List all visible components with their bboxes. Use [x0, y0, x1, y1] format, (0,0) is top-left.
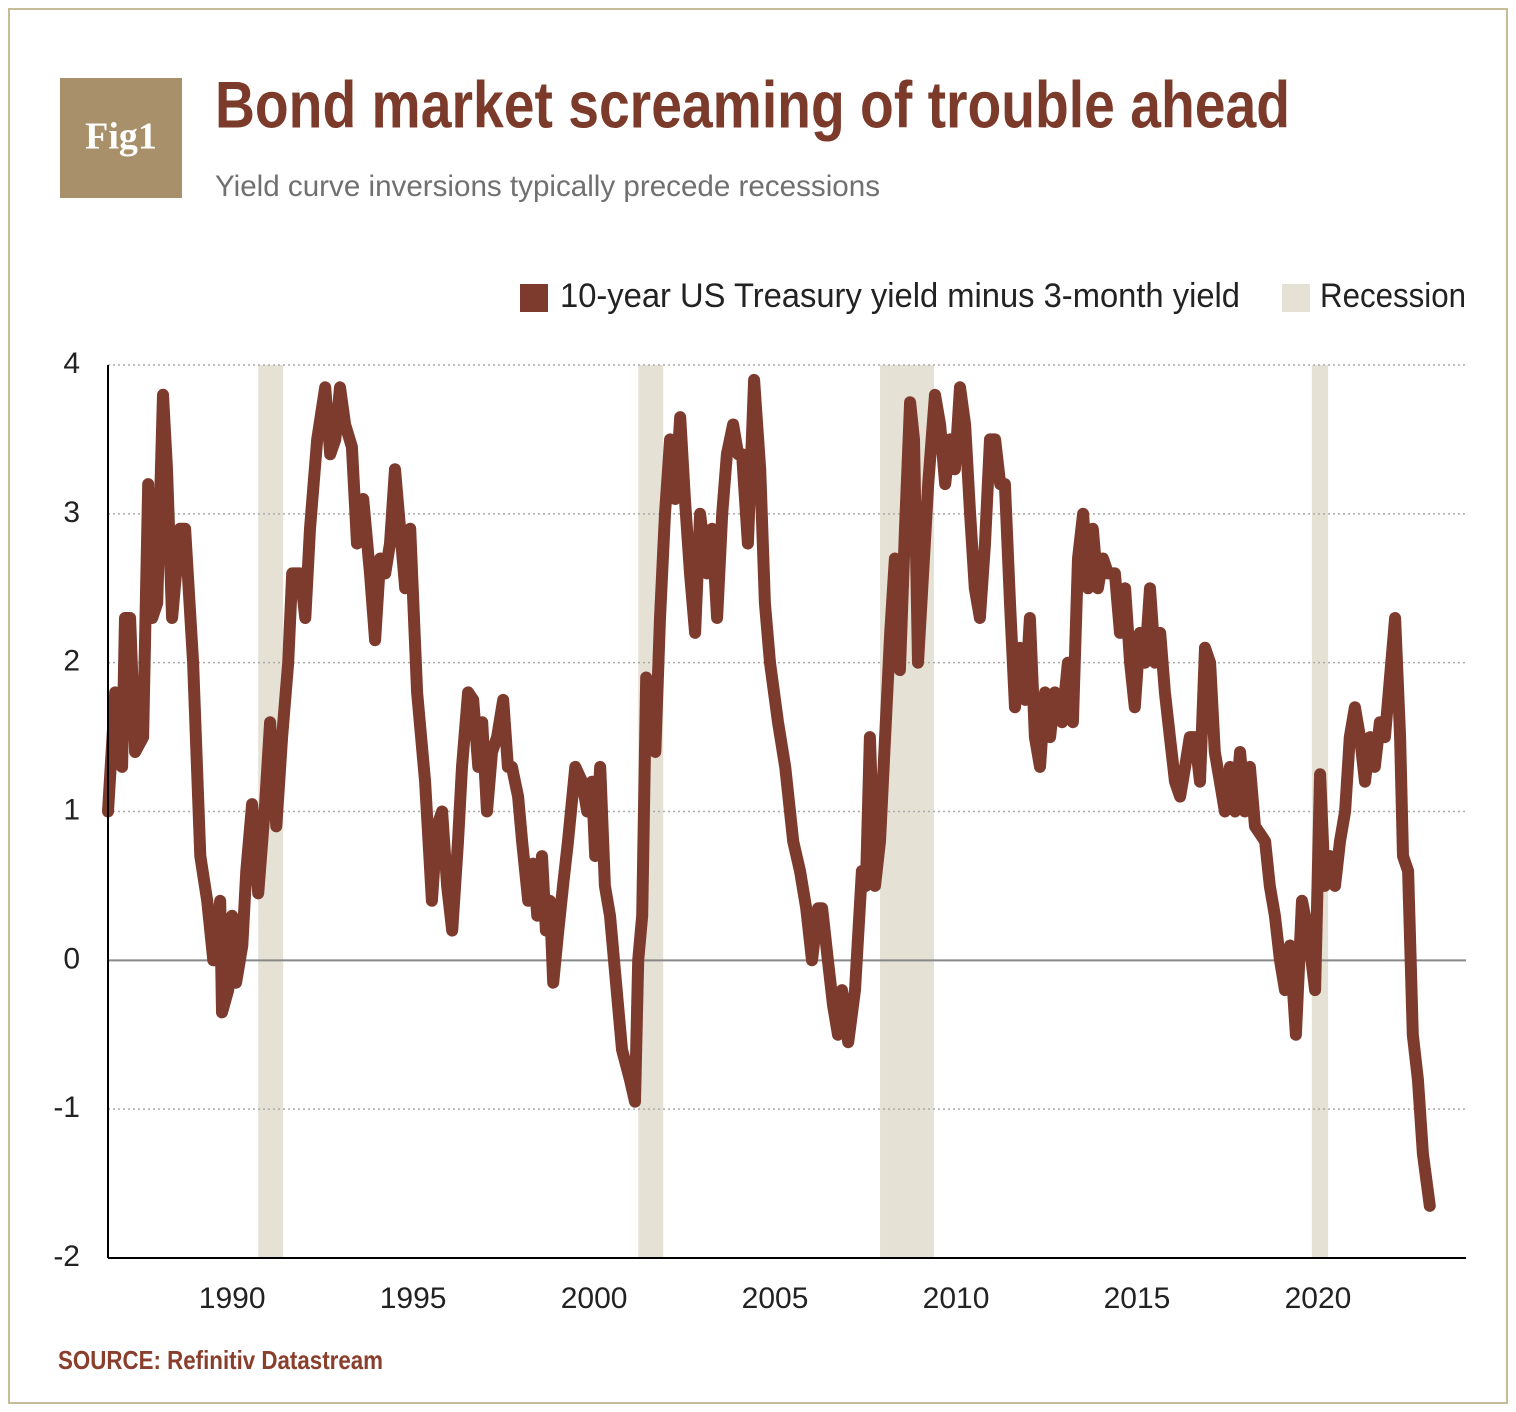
- y-tick-label: 0: [63, 942, 80, 975]
- y-tick-label: -1: [53, 1091, 80, 1124]
- y-tick-label: 4: [63, 347, 80, 380]
- y-tick-label: 1: [63, 793, 80, 826]
- legend-label: Recession: [1320, 277, 1466, 315]
- x-tick-label: 2010: [923, 1282, 990, 1315]
- series-line: [102, 373, 1436, 1212]
- badge-box: [60, 78, 182, 198]
- legend-swatch: [520, 284, 548, 312]
- x-tick-label: 1995: [380, 1282, 447, 1315]
- x-tick-label: 2015: [1104, 1282, 1171, 1315]
- x-tick-label: 1990: [199, 1282, 266, 1315]
- source: SOURCE: Refinitiv Datastream: [58, 1345, 383, 1375]
- x-tick-label: 2020: [1285, 1282, 1352, 1315]
- y-tick-label: 2: [63, 645, 80, 678]
- y-tick-label: 3: [63, 496, 80, 529]
- y-tick-label: -2: [53, 1240, 80, 1273]
- legend-swatch: [1282, 284, 1310, 312]
- legend-label: 10-year US Treasury yield minus 3-month …: [560, 277, 1240, 315]
- frame: [8, 8, 1508, 1404]
- chart-title: Bond market screaming of trouble ahead: [215, 67, 1290, 141]
- x-tick-label: 2005: [742, 1282, 809, 1315]
- chart-subtitle: Yield curve inversions typically precede…: [215, 170, 880, 203]
- x-tick-label: 2000: [561, 1282, 628, 1315]
- legend: 10-year US Treasury yield minus 3-month …: [520, 277, 1466, 315]
- badge: Fig1: [85, 116, 157, 158]
